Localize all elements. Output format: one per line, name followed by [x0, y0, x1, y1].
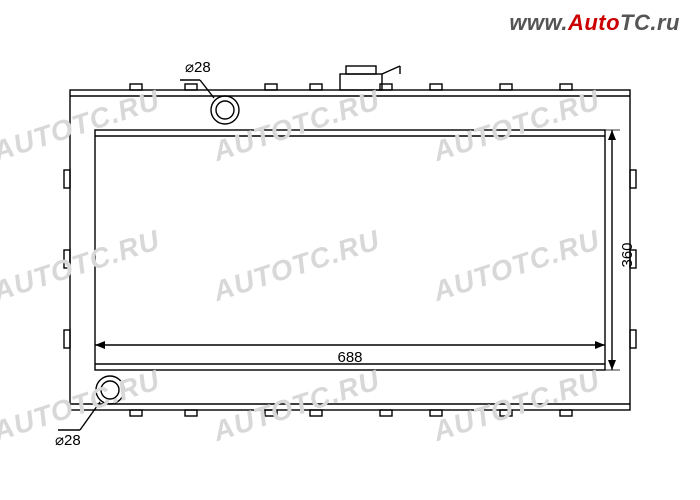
url-part: TC.ru	[620, 10, 680, 35]
dim-height-value: 360	[619, 242, 636, 267]
core	[95, 130, 605, 370]
url-part: Auto	[568, 10, 620, 35]
source-url: www.AutoTC.ru	[509, 10, 680, 36]
dim-width-value: 688	[337, 349, 362, 366]
inlet-top-label: ⌀28	[185, 59, 211, 76]
radiator-drawing: ⌀28 ⌀28 688 360	[0, 0, 700, 500]
inlet-bottom	[96, 376, 124, 404]
inlet-top	[211, 96, 239, 124]
filler-neck	[340, 74, 382, 90]
url-part: www.	[509, 10, 568, 35]
inlet-bottom-label: ⌀28	[55, 432, 81, 449]
